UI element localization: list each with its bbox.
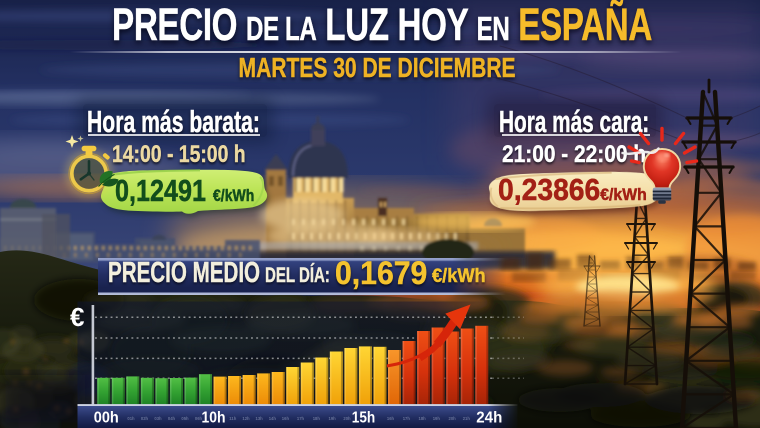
svg-text:16h: 16h [387, 416, 395, 421]
svg-text:04h: 04h [168, 416, 176, 421]
svg-text:10h: 10h [202, 410, 226, 427]
svg-text:13h: 13h [255, 416, 263, 421]
svg-text:14h: 14h [269, 416, 277, 421]
svg-text:03h: 03h [154, 416, 162, 421]
svg-text:12h: 12h [242, 416, 250, 421]
svg-text:20h: 20h [343, 416, 351, 421]
svg-text:02h: 02h [141, 416, 149, 421]
svg-text:00h: 00h [94, 410, 119, 427]
svg-text:19h: 19h [433, 416, 441, 421]
svg-text:01h: 01h [127, 416, 135, 421]
svg-text:19h: 19h [328, 416, 336, 421]
svg-text:18h: 18h [418, 416, 426, 421]
svg-text:21h: 21h [463, 416, 471, 421]
svg-text:€: € [70, 302, 84, 332]
svg-text:06h: 06h [195, 416, 203, 421]
svg-text:17h: 17h [297, 416, 305, 421]
svg-text:11h: 11h [229, 416, 236, 421]
svg-text:05h: 05h [181, 416, 189, 421]
svg-text:17h: 17h [403, 416, 411, 421]
svg-text:16h: 16h [282, 416, 290, 421]
svg-text:24h: 24h [476, 410, 502, 427]
svg-text:20h: 20h [448, 416, 456, 421]
svg-text:18h: 18h [313, 416, 321, 421]
svg-text:15h: 15h [352, 410, 376, 427]
